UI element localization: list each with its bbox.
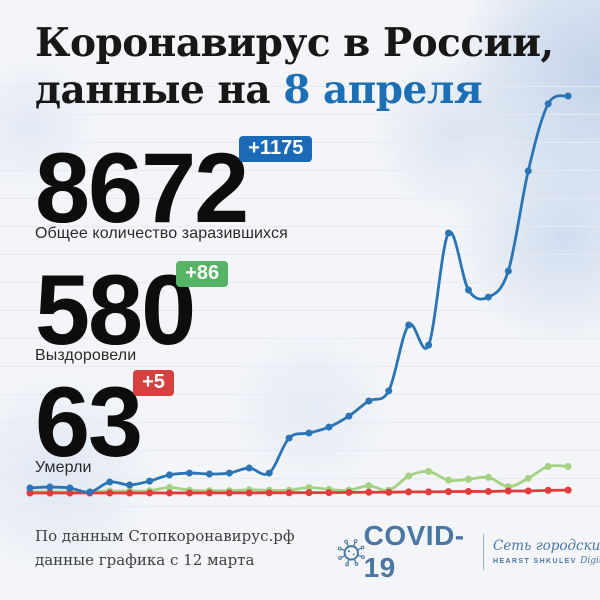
network-brand: Сеть городских порталов HEARST SHKULEV D… (493, 538, 600, 566)
stat-recovered-value: 580 +86 (35, 260, 229, 359)
stat-infected-label: Общее количество заразившихся (35, 225, 288, 242)
stat-recovered-delta-badge: +86 (176, 261, 229, 287)
source-line1: По данным Стопкоронавирус.рф (35, 527, 295, 545)
page-title: Коронавирус в России, данные на 8 апреля (35, 20, 575, 114)
network-name: Сеть городских порталов (492, 538, 600, 554)
stat-died-label: Умерли (35, 459, 92, 476)
data-source-note: По данным Стопкоронавирус.рф данные граф… (35, 524, 295, 572)
logo-divider (483, 534, 484, 570)
covid19-logo-text: COVID-19 (363, 520, 465, 583)
virus-blob-decoration (225, 325, 395, 495)
stat-died-value: 63 +5 (35, 370, 174, 471)
virus-blob-decoration (450, 120, 600, 350)
source-line2: данные графика с 12 марта (35, 551, 255, 569)
stat-recovered: 580 +86 Выздоровели (35, 260, 229, 365)
covid19-brand-block: COVID-19 Сеть городских порталов HEARST … (335, 520, 600, 584)
stat-recovered-label: Выздоровели (35, 347, 137, 364)
stat-infected: 8672 +1175 Общее количество заразившихся (35, 136, 313, 243)
stat-infected-delta-badge: +1175 (239, 136, 313, 162)
title-date-highlight: 8 апреля (283, 67, 483, 113)
stat-died: 63 +5 Умерли (35, 370, 174, 477)
virus-icon (337, 539, 365, 567)
title-line2: данные на 8 апреля (35, 67, 483, 113)
stat-infected-value: 8672 +1175 (35, 136, 313, 237)
stat-died-delta-badge: +5 (133, 370, 174, 396)
title-line1: Коронавирус в России, (35, 20, 554, 66)
network-subtitle: HEARST SHKULEV Digital (492, 556, 600, 566)
